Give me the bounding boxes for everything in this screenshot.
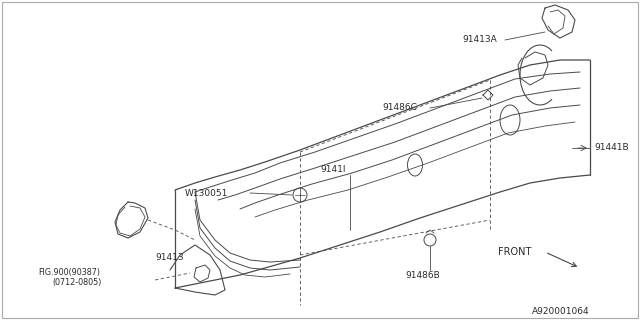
Text: (0712-0805): (0712-0805) [52, 277, 101, 286]
Text: 91486C: 91486C [382, 103, 417, 113]
Text: A920001064: A920001064 [532, 308, 590, 316]
Text: W130051: W130051 [185, 188, 228, 197]
Text: FIG.900(90387): FIG.900(90387) [38, 268, 100, 277]
Text: 91486B: 91486B [405, 270, 440, 279]
Text: 91413: 91413 [155, 253, 184, 262]
Text: FRONT: FRONT [498, 247, 531, 257]
Text: 9141I: 9141I [320, 165, 346, 174]
Text: 91441B: 91441B [594, 143, 628, 153]
Text: 91413A: 91413A [462, 36, 497, 44]
